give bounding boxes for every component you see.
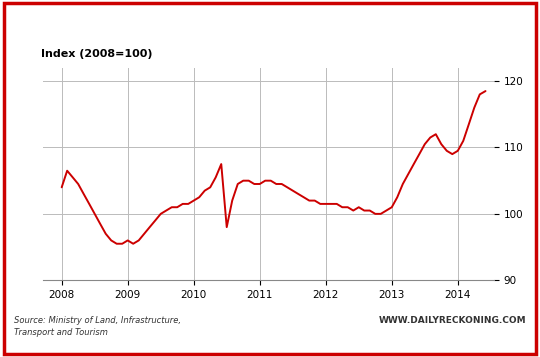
Text: Tokyo Apartment Prices: Tokyo Apartment Prices bbox=[14, 14, 302, 34]
Text: Index (2008=100): Index (2008=100) bbox=[41, 49, 152, 59]
Text: WWW.DAILYRECKONING.COM: WWW.DAILYRECKONING.COM bbox=[379, 316, 526, 325]
Text: Source: Ministry of Land, Infrastructure,
Transport and Tourism: Source: Ministry of Land, Infrastructure… bbox=[14, 316, 180, 337]
